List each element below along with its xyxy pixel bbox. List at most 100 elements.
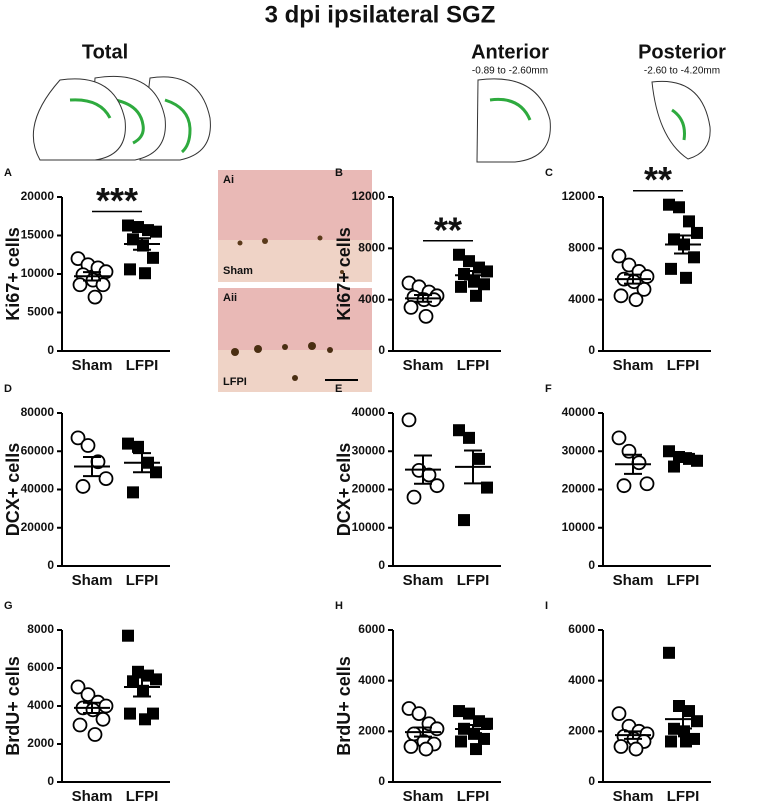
- brain-illustrations: [32, 75, 711, 163]
- y-tick-label: 10000: [21, 266, 55, 280]
- y-tick-label: 5000: [27, 305, 54, 319]
- data-point: [611, 248, 627, 264]
- data-point: [429, 478, 445, 494]
- data-point: [87, 727, 103, 742]
- y-tick-label: 0: [378, 558, 385, 572]
- data-point: [631, 455, 647, 471]
- data-point: [481, 481, 493, 494]
- significance-label: **: [434, 209, 462, 250]
- data-point: [663, 646, 675, 659]
- y-tick-label: 20000: [21, 520, 55, 534]
- data-point: [403, 299, 419, 315]
- data-point: [611, 430, 627, 446]
- data-point: [628, 292, 644, 308]
- significance-label: **: [644, 159, 672, 200]
- data-point: [87, 289, 103, 305]
- data-point: [616, 478, 632, 494]
- data-point: [473, 452, 485, 465]
- y-tick-label: 40000: [562, 405, 596, 419]
- panel-label: B: [335, 167, 343, 179]
- data-point: [663, 445, 675, 458]
- data-point: [72, 717, 88, 733]
- column-subtitle: -2.60 to -4.20mm: [644, 66, 720, 77]
- data-point: [406, 489, 422, 505]
- y-tick-label: 0: [47, 343, 54, 357]
- panel-label: A: [4, 167, 12, 179]
- data-point: [132, 221, 144, 234]
- data-point: [95, 711, 111, 727]
- y-tick-label: 0: [588, 558, 595, 572]
- y-tick-label: 4000: [568, 673, 595, 687]
- data-point: [458, 514, 470, 527]
- y-tick-label: 30000: [562, 443, 596, 457]
- panel-label: D: [4, 383, 12, 395]
- data-point: [453, 424, 465, 437]
- data-point: [691, 454, 703, 467]
- x-tick-label: Sham: [72, 572, 113, 589]
- data-point: [478, 278, 490, 291]
- data-point: [453, 705, 465, 718]
- y-tick-label: 2000: [27, 736, 54, 750]
- data-point: [688, 251, 700, 264]
- column-header: Posterior: [638, 41, 726, 63]
- y-tick-label: 8000: [568, 241, 595, 255]
- y-tick-label: 6000: [568, 622, 595, 636]
- data-point: [455, 280, 467, 293]
- data-point: [691, 226, 703, 239]
- data-point: [639, 269, 655, 284]
- y-tick-label: 6000: [358, 622, 385, 636]
- x-tick-label: LFPI: [667, 572, 700, 589]
- x-tick-label: LFPI: [126, 357, 159, 374]
- y-tick-label: 30000: [352, 443, 386, 457]
- significance-label: ***: [96, 180, 138, 221]
- x-tick-label: Sham: [613, 357, 654, 374]
- data-point: [691, 715, 703, 728]
- y-tick-label: 4000: [568, 292, 595, 306]
- data-point: [463, 707, 475, 720]
- y-axis-label: DCX+ cells: [3, 443, 23, 537]
- y-tick-label: 12000: [352, 189, 386, 203]
- y-tick-label: 40000: [21, 482, 55, 496]
- x-tick-label: Sham: [613, 788, 654, 805]
- y-tick-label: 8000: [27, 622, 54, 636]
- data-point: [132, 440, 144, 453]
- data-point: [98, 698, 114, 714]
- data-point: [683, 215, 695, 228]
- data-point: [150, 225, 162, 238]
- y-axis-label: Ki67+ cells: [334, 227, 354, 321]
- y-tick-label: 20000: [562, 482, 596, 496]
- panel-label: H: [335, 600, 343, 612]
- y-tick-label: 2000: [568, 724, 595, 738]
- data-point: [680, 271, 692, 284]
- micrograph-label: Ai: [223, 174, 234, 186]
- micrograph: Aii LFPI: [218, 288, 372, 392]
- data-point: [478, 732, 490, 745]
- data-point: [127, 486, 139, 499]
- data-point: [628, 741, 644, 757]
- data-point: [70, 679, 86, 695]
- panel-label: I: [545, 600, 548, 612]
- y-tick-label: 10000: [562, 520, 596, 534]
- y-tick-label: 6000: [27, 660, 54, 674]
- data-point: [639, 476, 655, 492]
- y-tick-label: 0: [47, 558, 54, 572]
- data-point: [611, 706, 627, 721]
- data-point: [418, 308, 434, 324]
- data-point: [470, 743, 482, 756]
- data-point: [122, 219, 134, 232]
- data-point: [122, 629, 134, 642]
- x-tick-label: LFPI: [457, 357, 490, 374]
- x-tick-label: LFPI: [126, 788, 159, 805]
- data-point: [453, 248, 465, 261]
- data-point: [98, 471, 114, 486]
- data-point: [426, 292, 442, 308]
- y-tick-label: 8000: [358, 241, 385, 255]
- panel-label: G: [4, 600, 13, 612]
- y-tick-label: 10000: [352, 520, 386, 534]
- data-point: [665, 262, 677, 275]
- micrograph-group: Sham: [223, 265, 253, 277]
- column-subtitle: -0.89 to -2.60mm: [472, 66, 548, 77]
- column-header: Anterior: [471, 41, 549, 63]
- data-point: [132, 665, 144, 678]
- data-point: [80, 687, 96, 702]
